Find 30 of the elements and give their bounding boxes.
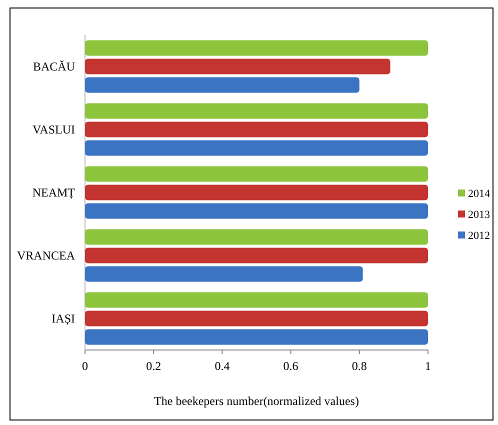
bar: [85, 140, 428, 156]
bar: [85, 103, 428, 119]
bar: [85, 266, 363, 282]
bar: [85, 58, 390, 74]
legend-label: 2014: [468, 188, 490, 200]
bar: [85, 292, 428, 308]
bar: [85, 329, 428, 345]
y-tick-label: VASLUI: [32, 122, 75, 136]
bar: [85, 122, 428, 138]
bar: [85, 310, 428, 326]
y-tick-label: VRANCEA: [16, 248, 76, 262]
bar: [85, 229, 428, 245]
bar: [85, 77, 360, 93]
legend-label: 2012: [468, 230, 490, 242]
bar: [85, 184, 428, 200]
bar: [85, 166, 428, 182]
y-tick-label: BACĂU: [32, 60, 76, 74]
bar: [85, 203, 428, 219]
x-tick-label: 1: [425, 359, 431, 373]
bar: [85, 248, 428, 264]
y-tick-label: IAȘI: [52, 312, 75, 326]
x-tick-label: 0.4: [214, 359, 230, 373]
x-axis-title: The beekepers number(normalized values): [154, 394, 359, 408]
bar: [85, 40, 428, 56]
x-tick-label: 0.2: [146, 359, 162, 373]
legend-label: 2013: [468, 209, 490, 221]
x-tick-label: 0: [82, 359, 88, 373]
y-tick-label: NEAMȚ: [32, 186, 76, 200]
x-tick-label: 0.6: [283, 359, 298, 373]
x-tick-label: 0.8: [352, 359, 367, 373]
